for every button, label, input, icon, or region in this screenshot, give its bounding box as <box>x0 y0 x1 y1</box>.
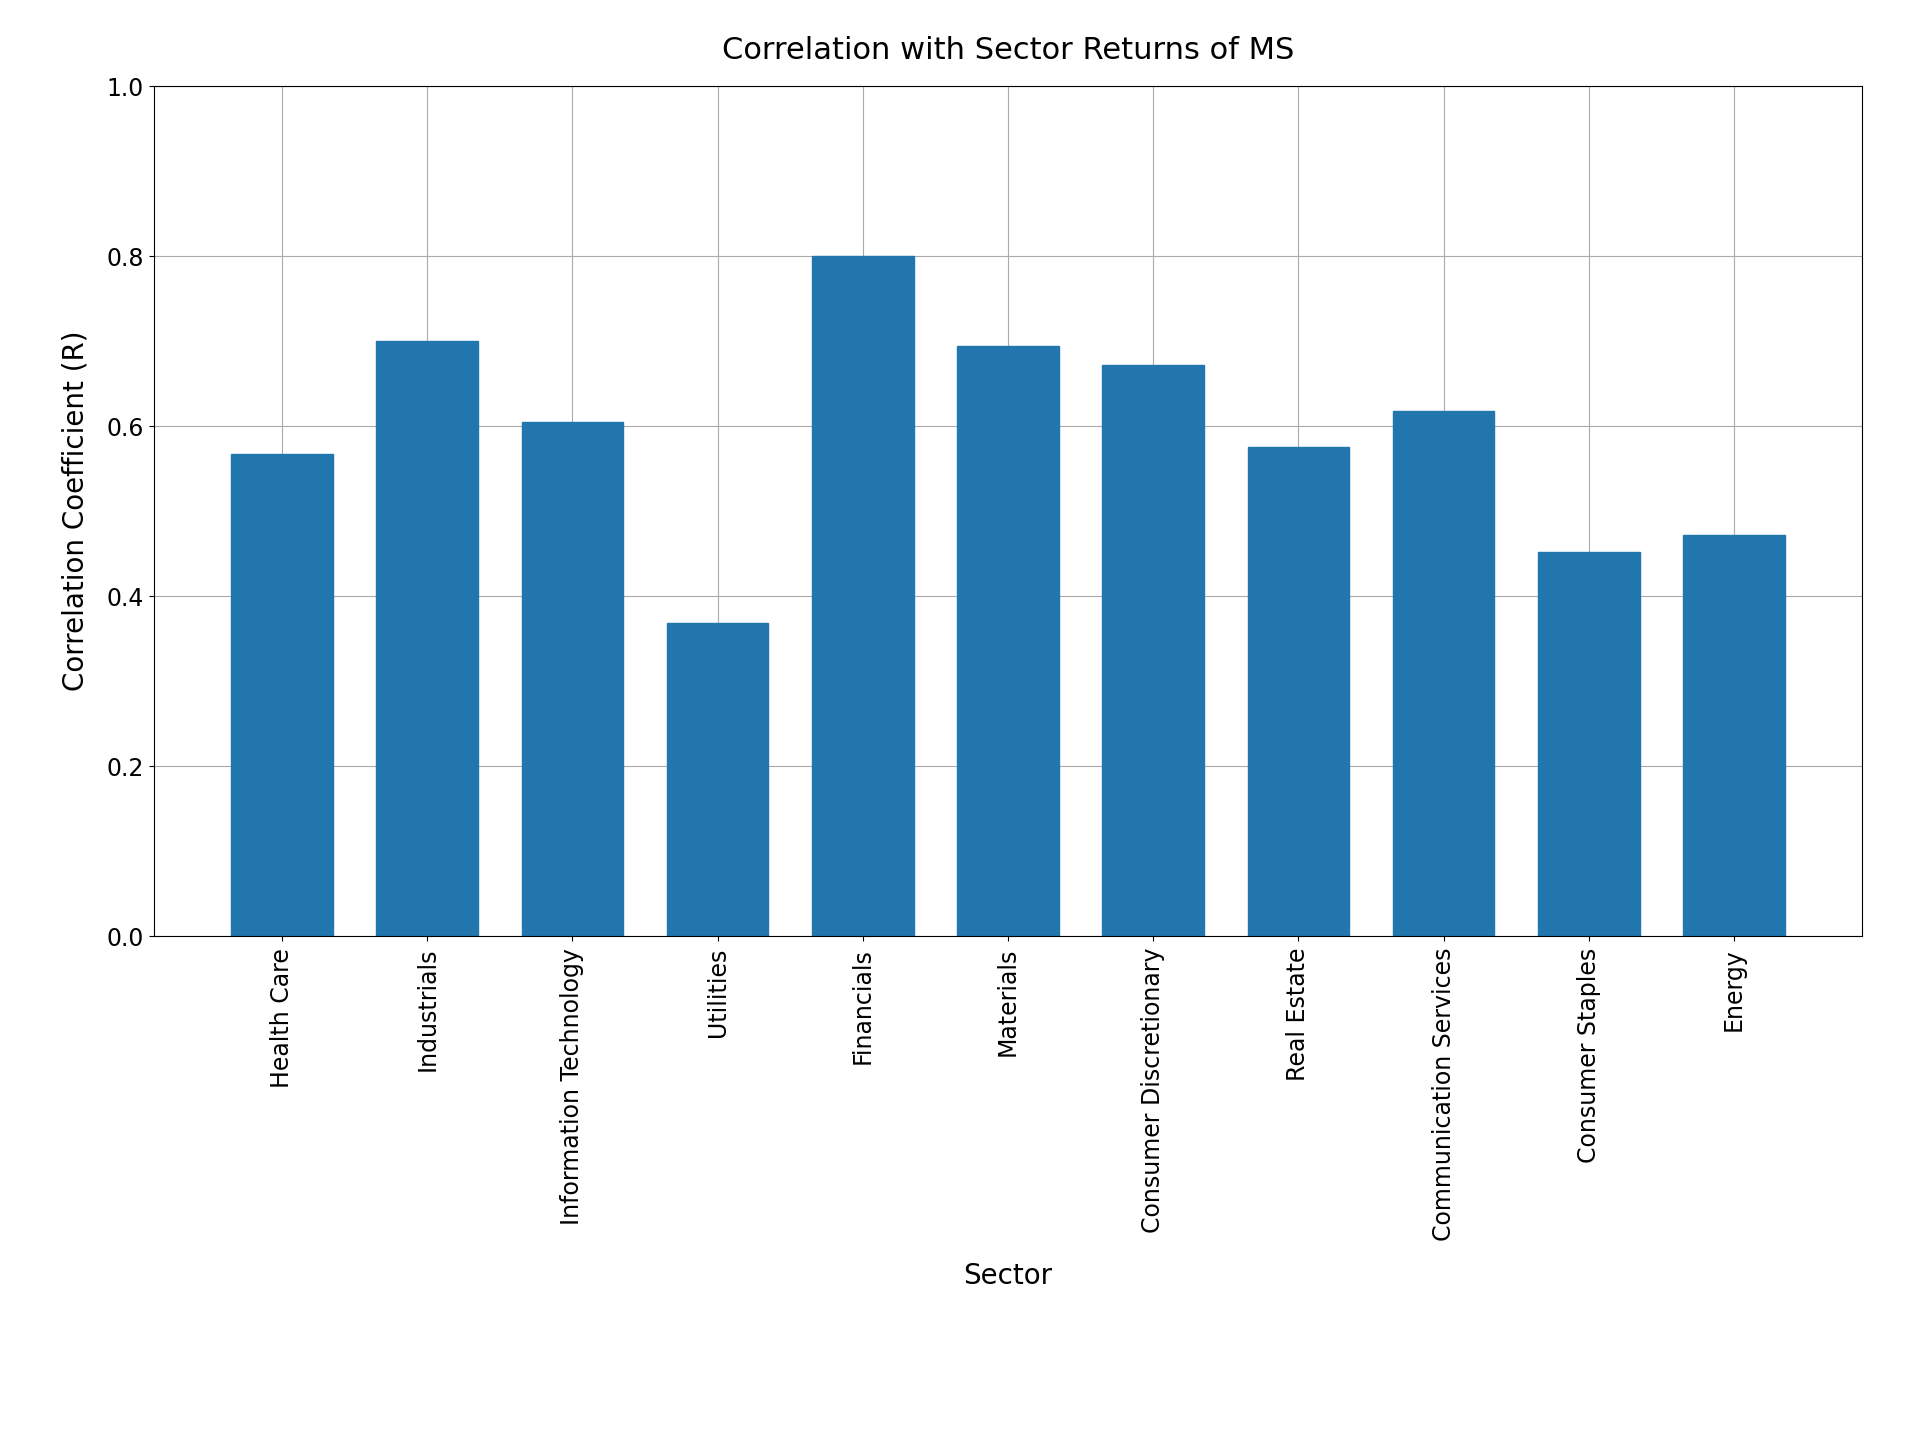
Bar <box>522 422 624 936</box>
Bar <box>1684 536 1786 936</box>
X-axis label: Sector: Sector <box>964 1261 1052 1290</box>
Bar <box>376 341 478 936</box>
Bar <box>1392 410 1494 936</box>
Bar <box>958 346 1058 936</box>
Bar <box>1538 552 1640 936</box>
Title: Correlation with Sector Returns of MS: Correlation with Sector Returns of MS <box>722 36 1294 65</box>
Bar <box>812 256 914 936</box>
Bar <box>1248 448 1350 936</box>
Bar <box>230 454 332 936</box>
Y-axis label: Correlation Coefficient (R): Correlation Coefficient (R) <box>61 331 90 691</box>
Bar <box>1102 366 1204 936</box>
Bar <box>666 624 768 936</box>
